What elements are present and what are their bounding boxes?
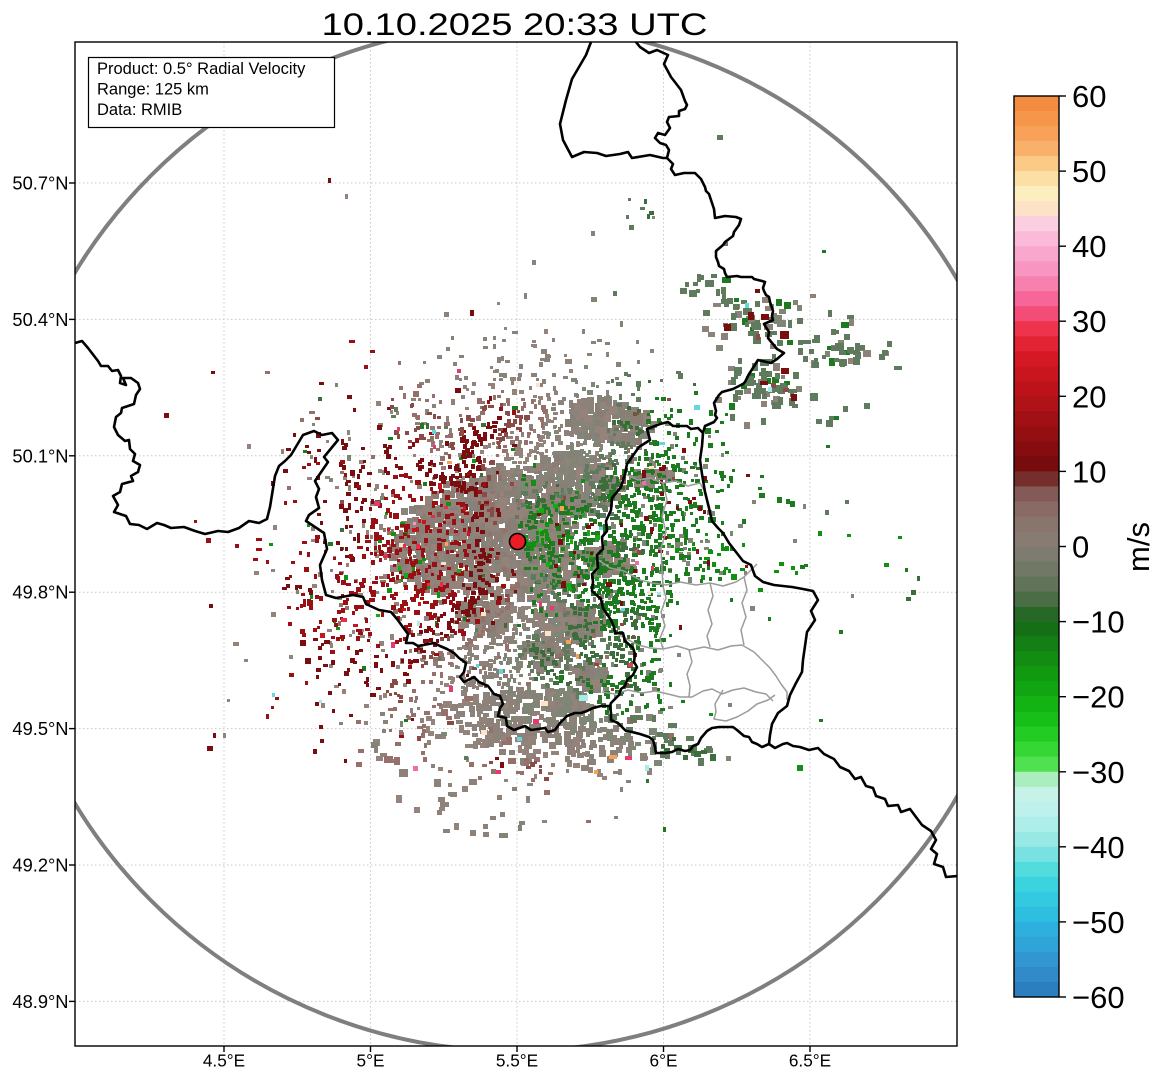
svg-text:10.10.2025 20:33 UTC: 10.10.2025 20:33 UTC bbox=[322, 6, 708, 42]
svg-text:50.4°N: 50.4°N bbox=[12, 309, 68, 330]
svg-text:−30: −30 bbox=[1072, 755, 1125, 790]
svg-text:48.9°N: 48.9°N bbox=[12, 991, 68, 1012]
svg-text:49.5°N: 49.5°N bbox=[12, 718, 68, 739]
svg-text:Data: RMIB: Data: RMIB bbox=[97, 101, 182, 119]
svg-text:10: 10 bbox=[1072, 454, 1106, 489]
svg-text:6°E: 6°E bbox=[650, 1051, 678, 1071]
svg-text:49.2°N: 49.2°N bbox=[12, 855, 68, 876]
svg-text:20: 20 bbox=[1072, 379, 1106, 414]
svg-text:50.7°N: 50.7°N bbox=[12, 173, 68, 194]
svg-text:−40: −40 bbox=[1072, 830, 1125, 865]
svg-text:6.5°E: 6.5°E bbox=[789, 1051, 831, 1071]
svg-text:5.5°E: 5.5°E bbox=[496, 1051, 538, 1071]
svg-text:50: 50 bbox=[1072, 154, 1106, 189]
svg-text:−10: −10 bbox=[1072, 605, 1125, 640]
svg-text:−20: −20 bbox=[1072, 680, 1125, 715]
svg-text:49.8°N: 49.8°N bbox=[12, 582, 68, 603]
svg-text:Range: 125 km: Range: 125 km bbox=[97, 81, 209, 99]
svg-text:50.1°N: 50.1°N bbox=[12, 445, 68, 466]
svg-text:−50: −50 bbox=[1072, 905, 1125, 940]
svg-text:Product: 0.5° Radial Velocity: Product: 0.5° Radial Velocity bbox=[97, 60, 306, 78]
svg-text:m/s: m/s bbox=[1121, 522, 1156, 572]
svg-text:30: 30 bbox=[1072, 304, 1106, 339]
svg-text:−60: −60 bbox=[1072, 980, 1125, 1015]
svg-text:0: 0 bbox=[1072, 530, 1089, 565]
svg-text:60: 60 bbox=[1072, 79, 1106, 114]
svg-text:40: 40 bbox=[1072, 229, 1106, 264]
svg-text:5°E: 5°E bbox=[357, 1051, 385, 1071]
svg-text:4.5°E: 4.5°E bbox=[203, 1051, 245, 1071]
